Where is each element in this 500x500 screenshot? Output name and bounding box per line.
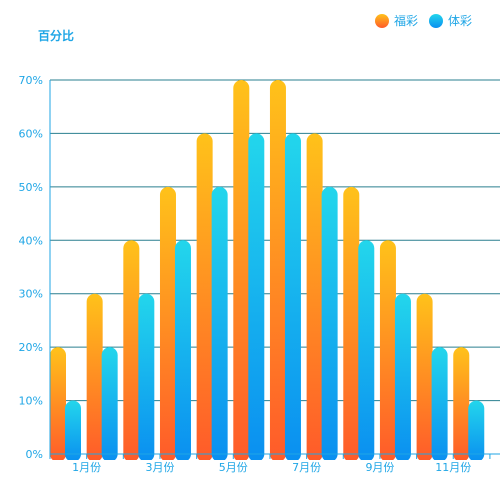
y-tick-label: 10% (19, 395, 43, 408)
y-tick-label: 30% (19, 288, 43, 301)
bar-ticai (321, 186, 338, 460)
bar-fucai (233, 80, 250, 460)
y-tick-label: 40% (19, 234, 43, 247)
legend-marker (375, 14, 389, 28)
bar-fucai (269, 80, 286, 460)
bar-ticai (468, 400, 485, 460)
bar-fucai (416, 293, 433, 460)
bar-fucai (50, 347, 66, 460)
bar-ticai (65, 400, 81, 460)
x-tick-label: 11月份 (435, 461, 471, 474)
y-tick-label: 70% (19, 74, 43, 87)
x-tick-label: 9月份 (365, 461, 394, 474)
bar-ticai (431, 347, 448, 460)
x-tick-label: 1月份 (72, 461, 101, 474)
bar-ticai (284, 133, 301, 460)
bar-fucai (453, 347, 470, 460)
y-axis-title: 百分比 (38, 28, 74, 43)
bar-ticai (101, 347, 118, 460)
bar-fucai (306, 133, 323, 460)
x-tick-label: 7月份 (292, 461, 321, 474)
bar-fucai (86, 293, 103, 460)
bar-ticai (248, 133, 265, 460)
bar-fucai (159, 186, 176, 460)
bar-ticai (358, 240, 375, 460)
legend-label: 体彩 (448, 14, 472, 28)
y-tick-label: 0% (26, 448, 43, 461)
bar-ticai (211, 186, 228, 460)
x-axis-ticks: 1月份 3月份 5月份 7月份 9月份 11月份 (49, 454, 491, 474)
bar-ticai (138, 293, 155, 460)
y-tick-label: 60% (19, 127, 43, 140)
bar-fucai (123, 240, 140, 460)
x-tick-label: 3月份 (145, 461, 174, 474)
legend-label: 福彩 (394, 13, 418, 28)
bars (50, 80, 485, 460)
legend-marker (429, 14, 443, 28)
legend: 福彩 体彩 (375, 13, 472, 28)
y-tick-label: 50% (19, 181, 43, 194)
bar-fucai (196, 133, 213, 460)
bar-ticai (394, 293, 411, 460)
bar-ticai (174, 240, 191, 460)
bar-fucai (343, 186, 360, 460)
y-axis-ticks: 0% 10% 20% 30% 40% 50% 60% 70% (19, 74, 43, 461)
x-tick-label: 5月份 (219, 461, 248, 474)
y-tick-label: 20% (19, 341, 43, 354)
bar-fucai (379, 240, 396, 460)
